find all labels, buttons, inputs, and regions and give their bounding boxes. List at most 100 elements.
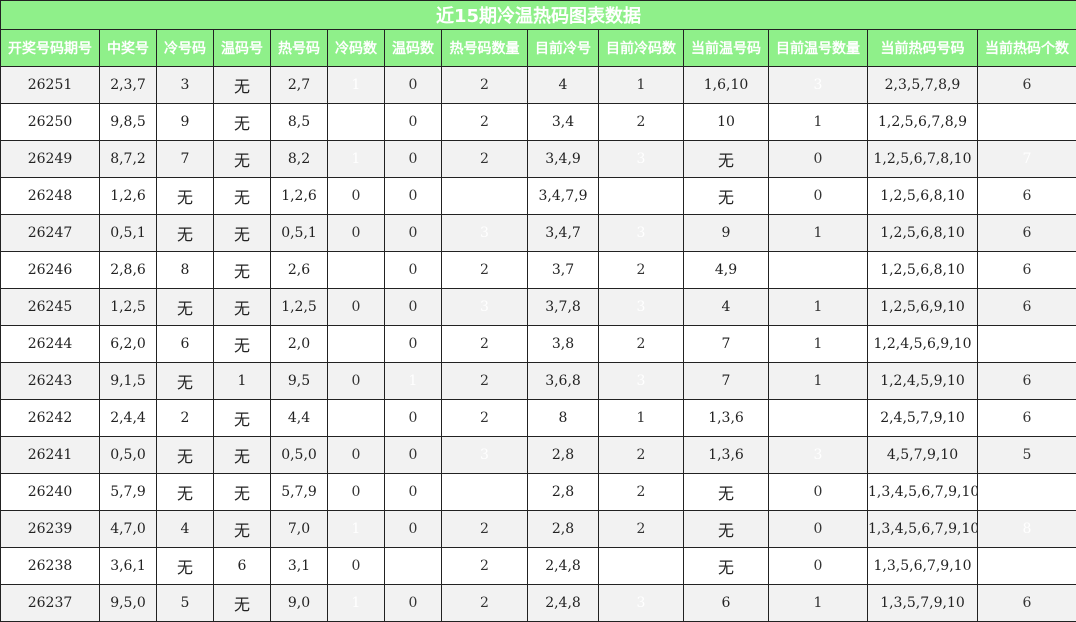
table-cell: 8: [978, 511, 1076, 548]
table-cell: 4,5,7,9,10: [868, 437, 978, 474]
table-cell: 9,0: [271, 585, 328, 622]
table-cell: 0: [385, 252, 442, 289]
table-cell: 2: [442, 548, 528, 585]
table-cell: 无: [684, 511, 769, 548]
table-cell: 2: [769, 252, 868, 289]
table-cell: 6: [978, 67, 1076, 104]
table-cell: 无: [214, 511, 271, 548]
table-cell: 2: [442, 67, 528, 104]
table-cell: 26250: [1, 104, 100, 141]
table-cell: 无: [214, 585, 271, 622]
table-cell: 2: [599, 326, 684, 363]
table-cell: 3,6,1: [100, 548, 157, 585]
table-cell: 1: [599, 400, 684, 437]
table-cell: 0: [385, 585, 442, 622]
table-cell: 1,2,5,6,8,10: [868, 178, 978, 215]
table-cell: 2: [442, 511, 528, 548]
table-cell: 1,3,5,7,9,10: [868, 585, 978, 622]
table-cell: 无: [214, 141, 271, 178]
table-cell: 1,2,5: [271, 289, 328, 326]
table-cell: 无: [214, 400, 271, 437]
table-cell: 2: [442, 104, 528, 141]
table-cell: 2: [599, 511, 684, 548]
column-header: 目前冷码数: [599, 30, 684, 67]
table-cell: 1,3,6: [684, 400, 769, 437]
table-cell: 1: [769, 215, 868, 252]
table-cell: 3: [442, 289, 528, 326]
table-cell: 2: [599, 252, 684, 289]
table-cell: 3,4,9: [528, 141, 599, 178]
table-cell: 4: [684, 289, 769, 326]
table-cell: 0: [385, 474, 442, 511]
table-cell: 8,2: [271, 141, 328, 178]
table-cell: 4,4: [271, 400, 328, 437]
table-cell: 0: [385, 437, 442, 474]
table-cell: 无: [157, 437, 214, 474]
table-cell: 26240: [1, 474, 100, 511]
table-cell: 2,8: [528, 511, 599, 548]
table-cell: 1,2,5,6,8,10: [868, 252, 978, 289]
table-cell: 无: [214, 289, 271, 326]
table-cell: 无: [157, 474, 214, 511]
column-header: 热号码数量: [442, 30, 528, 67]
table-cell: 3: [157, 67, 214, 104]
table-cell: 1,2,6: [271, 178, 328, 215]
table-cell: 无: [684, 548, 769, 585]
table-cell: 7: [978, 326, 1076, 363]
table-cell: 2: [599, 437, 684, 474]
table-cell: 3: [599, 363, 684, 400]
table-cell: 2,7: [271, 67, 328, 104]
table-cell: 1,2,4,5,9,10: [868, 363, 978, 400]
table-cell: 3: [769, 400, 868, 437]
table-cell: 3: [442, 178, 528, 215]
table-cell: 3: [769, 437, 868, 474]
table-cell: 1,2,5,6,7,8,9: [868, 104, 978, 141]
table-cell: 1: [214, 363, 271, 400]
table-cell: 5: [157, 585, 214, 622]
table-cell: 9,5,0: [100, 585, 157, 622]
table-cell: 26248: [1, 178, 100, 215]
table-cell: 26246: [1, 252, 100, 289]
table-cell: 0: [385, 215, 442, 252]
table-cell: 无: [684, 474, 769, 511]
table-cell: 1: [769, 363, 868, 400]
table-cell: 无: [214, 67, 271, 104]
table-cell: 26243: [1, 363, 100, 400]
table-cell: 1,3,4,5,6,7,9,10: [868, 474, 978, 511]
table-cell: 无: [684, 178, 769, 215]
table-cell: 7: [684, 363, 769, 400]
table-cell: 3,6,8: [528, 363, 599, 400]
table-cell: 1: [769, 289, 868, 326]
table-cell: 9,1,5: [100, 363, 157, 400]
table-cell: 6: [978, 215, 1076, 252]
table-cell: 1,3,6: [684, 437, 769, 474]
table-cell: 5,7,9: [271, 474, 328, 511]
table-cell: 2: [599, 474, 684, 511]
table-cell: 无: [214, 326, 271, 363]
table-cell: 1: [328, 252, 385, 289]
table-cell: 1: [769, 326, 868, 363]
table-cell: 3,1: [271, 548, 328, 585]
table-cell: 1: [769, 104, 868, 141]
table-cell: 8,7,2: [100, 141, 157, 178]
table-cell: 1: [599, 67, 684, 104]
column-header: 热号码: [271, 30, 328, 67]
table-cell: 0: [769, 511, 868, 548]
table-cell: 0: [385, 511, 442, 548]
table-cell: 无: [684, 141, 769, 178]
table-cell: 5,7,9: [100, 474, 157, 511]
table-cell: 0: [328, 548, 385, 585]
table-cell: 3,8: [528, 326, 599, 363]
table-cell: 4: [157, 511, 214, 548]
table-cell: 0: [328, 178, 385, 215]
table-cell: 3: [769, 67, 868, 104]
table-cell: 0,5,0: [271, 437, 328, 474]
table-cell: 无: [214, 474, 271, 511]
table-cell: 7: [684, 326, 769, 363]
